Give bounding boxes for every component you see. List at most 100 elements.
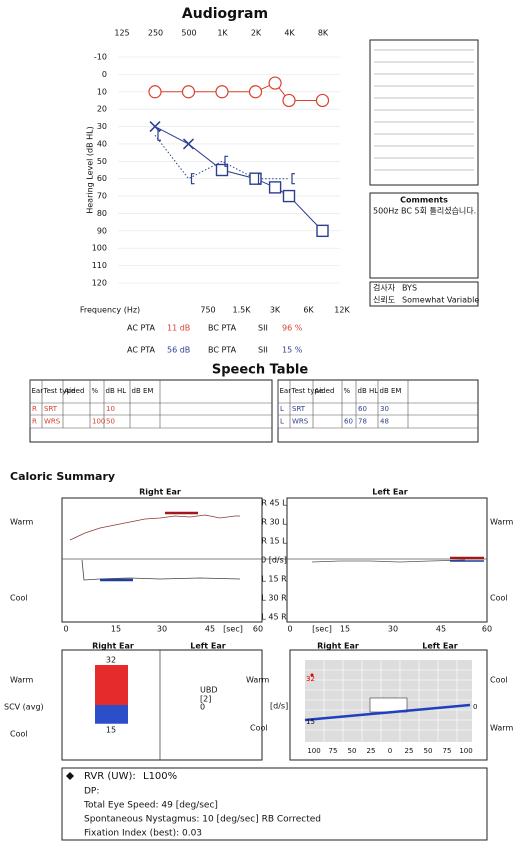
examiner-box: [369, 281, 479, 307]
audiogram-point: [291, 173, 295, 185]
examiner-label: 검사자: [373, 283, 396, 293]
left-trace: [311, 559, 466, 563]
pta-label: AC PTA: [127, 324, 156, 333]
audiogram-point: [316, 224, 329, 238]
dp-tick: 75: [443, 747, 452, 755]
time-tick: 0: [287, 625, 292, 634]
examiner-value: BYS: [402, 284, 417, 293]
table-cell: 50: [106, 418, 115, 426]
table-cell: L: [280, 405, 284, 413]
audiogram-point: [268, 76, 282, 90]
right-trace-box: [61, 497, 263, 623]
table-cell: SRT: [292, 405, 306, 413]
x-tick-label: 6K: [303, 306, 314, 315]
time-tick: 15: [111, 625, 121, 634]
scale-label: L 15 R: [261, 575, 287, 584]
time-tick: 30: [157, 625, 167, 634]
y-tick-label: 0: [102, 70, 107, 79]
scv-cool-label: 15: [106, 725, 116, 734]
dp-box: [289, 649, 488, 761]
dp-tick: 50: [348, 747, 357, 755]
y-tick-label: 120: [92, 279, 107, 288]
x-tick-label: 3K: [270, 306, 281, 315]
warm-trace: [69, 514, 240, 541]
table-cell: 78: [358, 418, 367, 426]
cool-label: Cool: [10, 730, 28, 739]
time-tick: 15: [340, 625, 350, 634]
time-tick: 0: [63, 625, 68, 634]
reliability-label: 신뢰도: [373, 296, 395, 305]
cool-label: Cool: [490, 676, 508, 685]
scv-warm-label: 32: [106, 656, 116, 665]
time-tick: 60: [253, 625, 263, 634]
table-cell: WRS: [292, 418, 309, 426]
cool-label: Cool: [250, 724, 268, 733]
right-ear: Right Ear: [317, 642, 359, 651]
table-cell: SRT: [44, 405, 58, 413]
dp-right: 0: [473, 703, 477, 711]
dp-warm: 32: [306, 675, 315, 683]
y-tick-label: 30: [97, 122, 107, 131]
table-header: dB EM: [380, 387, 402, 395]
dp-tick: 50: [424, 747, 433, 755]
table-header: Test type: [291, 387, 324, 395]
comments-text: 500Hz BC 5회 틀리셨습니다.: [373, 206, 476, 216]
table-cell: 60: [344, 418, 353, 426]
table-header: dB HL: [358, 387, 379, 395]
warm-label: Warm: [10, 518, 33, 527]
scale-label: R 30 L: [261, 518, 287, 527]
sii-value: 96 %: [282, 324, 303, 333]
scale-label: R 15 L: [261, 537, 287, 546]
pta: AC PTA 11 dB BC PTA SII 96 % AC PTA 56 dB BC PT…: [127, 324, 303, 355]
table-header: dB EM: [132, 387, 154, 395]
caloric-title: Caloric Summary: [10, 470, 115, 483]
left-trace-box: [286, 497, 488, 623]
x-tick-label: 8K: [318, 29, 329, 38]
table-cell: R: [32, 405, 37, 413]
pta-label: BC PTA: [208, 346, 237, 355]
audiogram-point: [268, 181, 282, 194]
dp-tick: 100: [459, 747, 472, 755]
audiogram-point: [282, 189, 296, 203]
table-cell: 100: [92, 418, 105, 426]
table-header: Ear: [280, 387, 292, 395]
pta-value: 11 dB: [167, 324, 190, 333]
rvr-label: RVR (UW):: [84, 771, 136, 782]
reliability-value: Somewhat Variable: [402, 296, 479, 305]
dp-line: [304, 703, 471, 722]
y-tick-label: 40: [97, 139, 107, 148]
dp-tick: 100: [307, 747, 320, 755]
dp-tick: 75: [329, 747, 338, 755]
time-tick: 45: [205, 625, 215, 634]
audiogram-point: [157, 129, 161, 141]
table-header: Test type: [43, 387, 76, 395]
y-tick-label: 50: [97, 157, 107, 166]
legend-lines: [374, 49, 474, 171]
x-tick-label: 500: [181, 29, 196, 38]
left-ear: Left Ear: [190, 642, 225, 651]
y-tick-label: -10: [94, 53, 107, 62]
y-tick-label: 70: [97, 192, 107, 201]
left-ear: Left Ear: [422, 642, 457, 651]
table-cell: R: [32, 418, 37, 426]
table-header: Ear: [32, 387, 44, 395]
table-cell: 30: [380, 405, 389, 413]
summary-line: Fixation Index (best): 0.03: [84, 829, 202, 839]
x-tick-label: 1K: [217, 29, 228, 38]
table-cell: 48: [380, 418, 389, 426]
scale-label: L 45 R: [261, 613, 287, 622]
dp-text: DP:: [84, 787, 99, 797]
warm-label: Warm: [490, 518, 513, 527]
table-header: dB HL: [106, 387, 127, 395]
table-cell: 10: [106, 405, 115, 413]
sii-label: SII: [258, 346, 268, 355]
comments-title: Comments: [400, 196, 448, 205]
y-tick-label: 110: [92, 261, 107, 270]
audiogram-point: [215, 163, 229, 177]
time-tick: [sec]: [223, 625, 243, 634]
dp-warm-dot: [310, 673, 314, 677]
summary-line: Spontaneous Nystagmus: 10 [deg/sec] RB C…: [84, 815, 321, 825]
summary-box: [61, 767, 488, 841]
audiogram-point: [148, 85, 162, 99]
